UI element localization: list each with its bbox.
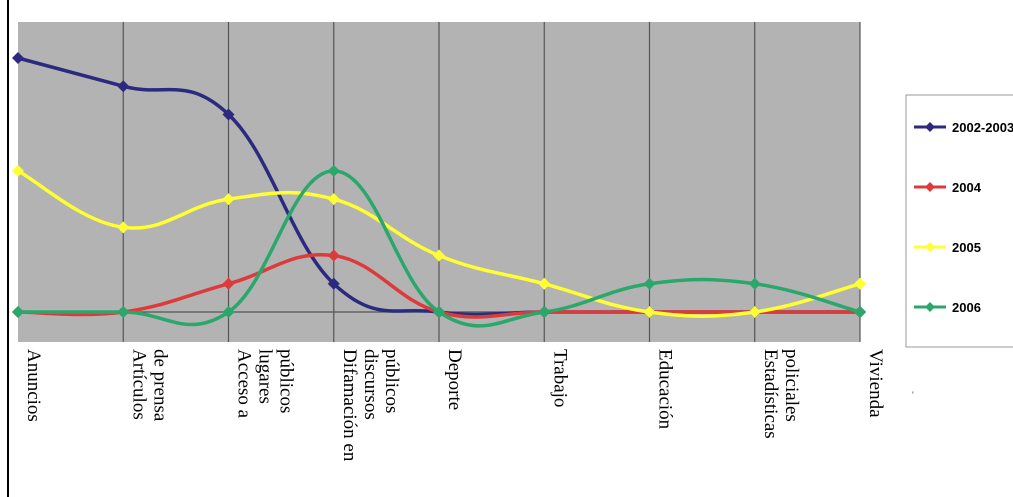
point-2005-3 [327, 193, 340, 206]
category-label-6: Educación [655, 349, 676, 430]
point-2005-1 [117, 221, 130, 234]
point-2004-2 [222, 277, 235, 290]
legend-item-2004: 2004 [914, 180, 982, 195]
series-2005 [12, 164, 866, 318]
legend-marker-2006 [925, 302, 935, 312]
series-2006 [12, 164, 866, 328]
point-2006-4 [433, 306, 445, 318]
category-labels: Anuncios Artículosde prensa Acceso alugare… [23, 349, 886, 462]
series-line-2006 [17, 169, 861, 328]
point-2005-6 [643, 306, 656, 318]
point-2005-8 [854, 277, 866, 290]
category-label-2: Acceso alugarespúblicos [234, 349, 297, 419]
legend-label-2002-2003: 2002-2003 [952, 120, 1013, 135]
category-label-5: Trabajo [549, 349, 570, 407]
point-2004-3 [327, 249, 340, 262]
legend: 2002-2003 2004 2005 2006 [905, 94, 1013, 348]
legend-marker-2004 [925, 182, 935, 192]
point-2006-0 [12, 306, 24, 318]
point-2002-2003-3 [327, 277, 340, 290]
legend-label-2004: 2004 [952, 180, 982, 195]
point-2005-7 [748, 306, 761, 318]
legend-marker-2005 [925, 242, 935, 252]
legend-marker-2002-2003 [925, 122, 935, 132]
legend-box [905, 94, 1013, 348]
point-2006-8 [854, 306, 866, 318]
point-2005-2 [222, 193, 235, 206]
legend-item-2002-2003: 2002-2003 [914, 120, 1013, 135]
point-2002-2003-0 [12, 52, 24, 64]
category-label-7: Estadísticaspoliciales [760, 349, 802, 439]
category-label-8: Vivienda [865, 349, 886, 418]
point-2006-6 [643, 277, 656, 290]
point-2006-2 [222, 306, 235, 318]
legend-item-2006: 2006 [914, 300, 981, 315]
legend-label-2006: 2006 [952, 300, 981, 315]
category-label-4: Deporte [444, 349, 465, 410]
category-label-3: Difamación endiscursospúblicos [339, 349, 402, 462]
series-group [12, 52, 866, 328]
point-2006-1 [117, 306, 130, 318]
legend-label-2005: 2005 [952, 240, 981, 255]
category-label-1: Artículosde prensa [128, 349, 170, 422]
point-2005-0 [12, 164, 24, 177]
point-2006-7 [748, 277, 761, 290]
point-2006-3 [327, 164, 340, 177]
point-2006-5 [538, 306, 551, 318]
category-label-0: Anuncios [23, 349, 44, 422]
point-2002-2003-1 [117, 80, 130, 93]
point-2005-5 [538, 277, 551, 290]
stray-mark: ' [912, 390, 914, 400]
point-2002-2003-2 [222, 108, 235, 121]
legend-item-2005: 2005 [914, 240, 981, 255]
point-2005-4 [433, 249, 445, 262]
